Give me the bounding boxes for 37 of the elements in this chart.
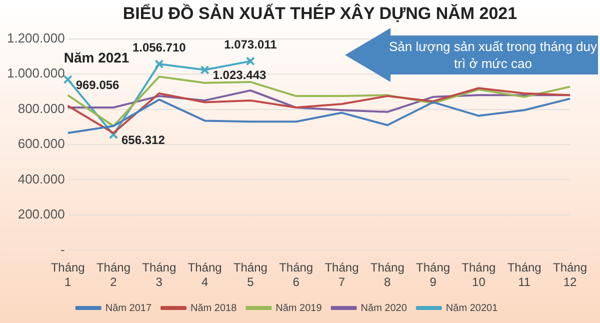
chart-title: BIỂU ĐỒ SẢN XUẤT THÉP XÂY DỰNG NĂM 2021 xyxy=(122,2,518,25)
x-tick-label: Tháng 4 xyxy=(188,260,222,290)
point xyxy=(154,60,164,69)
y-tick-label: 400.000 xyxy=(18,171,65,186)
x-tick-label: Tháng 2 xyxy=(96,260,130,290)
x-tick-label: Tháng 8 xyxy=(370,260,404,290)
legend-label: Năm 2019 xyxy=(276,302,322,314)
point xyxy=(200,65,210,74)
legend-label: Năm 2020 xyxy=(360,302,408,314)
x-tick-label: Tháng 1 xyxy=(50,260,85,290)
x-tick-label: Tháng 10 xyxy=(462,260,496,290)
x-tick-label: Tháng 3 xyxy=(142,260,176,290)
x-tick-label: Tháng 11 xyxy=(507,260,542,290)
legend-label: Năm 2018 xyxy=(190,302,238,314)
annotation: Năm 2021 xyxy=(64,50,130,66)
x-tick-label: Tháng 5 xyxy=(233,260,268,290)
y-tick-label: 1.000.000 xyxy=(6,66,65,81)
data-label: 1.023.443 xyxy=(212,68,266,82)
point xyxy=(108,130,118,140)
data-label: 656.312 xyxy=(121,132,166,147)
y-tick-label: 200.000 xyxy=(18,206,65,222)
annotation: Sản lượng sản xuất trong tháng duy trì ở mức cao xyxy=(388,38,598,72)
legend-label: Năm 20201 xyxy=(446,302,498,314)
data-label: 1.056.710 xyxy=(132,40,186,54)
point xyxy=(63,74,72,84)
x-tick-label: Tháng 9 xyxy=(416,260,450,290)
x-tick-label: Tháng 6 xyxy=(279,260,314,290)
y-tick-label: 1.200.000 xyxy=(6,30,65,46)
y-tick-label: 600.000 xyxy=(18,136,65,152)
x-tick-label: Tháng 7 xyxy=(324,260,359,290)
legend-label: Năm 2017 xyxy=(105,302,152,314)
data-label: 1.073.011 xyxy=(224,37,278,52)
y-tick-label: 800.000 xyxy=(18,100,65,116)
data-label: 969.056 xyxy=(76,78,120,92)
point xyxy=(246,56,255,66)
y-tick-label: - xyxy=(60,242,65,257)
x-tick-label: Tháng 12 xyxy=(552,260,588,290)
